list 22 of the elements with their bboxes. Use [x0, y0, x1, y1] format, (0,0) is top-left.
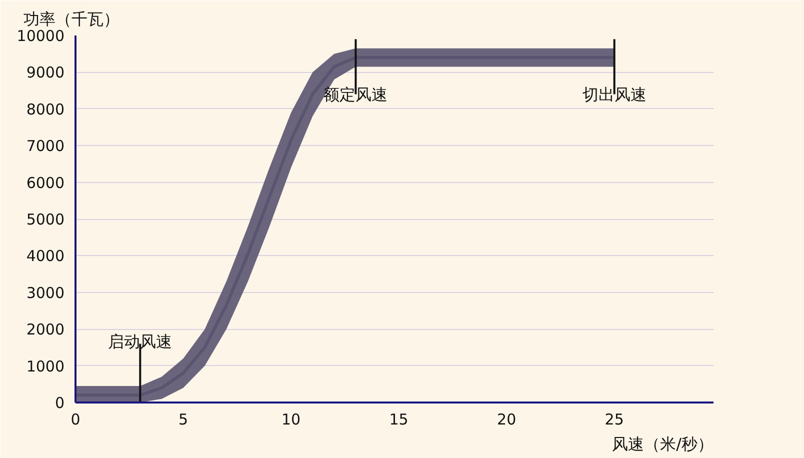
y-tick-label: 7000 — [26, 137, 65, 156]
y-tick-label: 0 — [54, 394, 65, 412]
y-tick-label: 2000 — [26, 320, 65, 339]
x-tick-label: 20 — [497, 410, 516, 428]
y-tick-label: 8000 — [26, 100, 65, 118]
y-axis-title: 功率（千瓦） — [24, 10, 120, 28]
x-tick-label: 0 — [70, 410, 80, 428]
annotation: 切出风速 — [582, 85, 646, 104]
annotation: 额定风速 — [324, 85, 388, 104]
y-tick-label: 1000 — [26, 357, 65, 376]
y-tick-label: 9000 — [26, 64, 65, 82]
y-tick-label: 4000 — [26, 247, 65, 266]
x-tick-label: 10 — [281, 410, 301, 428]
y-tick-label: 3000 — [26, 284, 65, 302]
y-tick-label: 6000 — [26, 174, 65, 192]
x-axis-title: 风速（米/秒） — [612, 434, 714, 454]
y-tick-label: 10000 — [16, 27, 64, 45]
annotation: 启动风速 — [108, 332, 172, 352]
x-tick-label: 25 — [604, 410, 624, 428]
x-tick-label: 15 — [389, 410, 408, 428]
y-tick-label: 5000 — [26, 210, 65, 228]
x-tick-label: 5 — [178, 410, 188, 428]
